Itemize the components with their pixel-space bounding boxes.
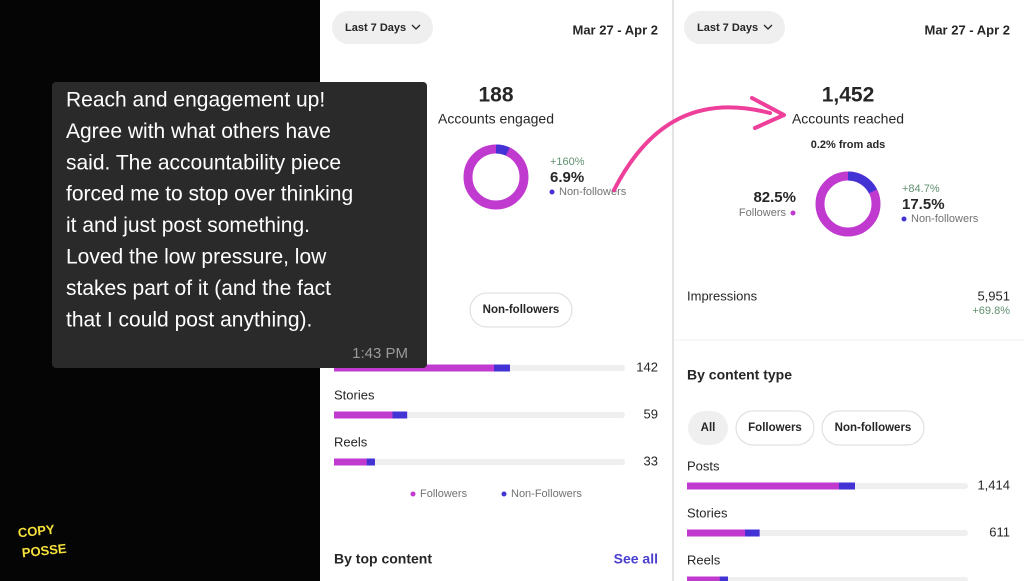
range-button[interactable]: [684, 11, 785, 44]
chat-line: Agree with what others have: [66, 120, 331, 143]
metric: Accounts reached: [792, 111, 904, 127]
chat-line: said. The accountability piece: [66, 151, 341, 174]
row-value: 59: [644, 406, 658, 421]
chat-time: 1:43 PM: [352, 345, 408, 362]
metric: Accounts engaged: [438, 111, 554, 127]
chat-line: Loved the low pressure, low: [66, 246, 327, 269]
share-name: Non-followers: [559, 186, 627, 198]
impressions-label: Impressions: [687, 288, 758, 303]
filter[interactable]: [735, 410, 815, 446]
chevron: [411, 24, 421, 30]
share-name: Followers: [739, 207, 787, 219]
bar-track: [687, 577, 968, 581]
share: 82.5%: [753, 189, 796, 206]
logo-line: POSSE: [21, 541, 67, 561]
section-title: By top content: [334, 551, 432, 567]
row-name: Stories: [334, 387, 375, 402]
ads: 0.2% from ads: [811, 139, 886, 151]
change: +160%: [550, 156, 585, 168]
date-range: Mar 27 - Apr 2: [573, 22, 659, 37]
dot: [501, 491, 507, 497]
filter-label: Non-followers: [483, 304, 560, 316]
row-value: 611: [989, 524, 1010, 539]
donut-non-followers: [815, 171, 881, 237]
filter-label: All: [701, 422, 716, 434]
row-name: Reels: [687, 552, 721, 567]
date-range: Mar 27 - Apr 2: [925, 22, 1011, 37]
bar-non-followers-tip: [366, 458, 375, 466]
bar-non-followers-tip: [494, 364, 510, 372]
chat-bubble: [52, 82, 427, 368]
filter-label: Non-followers: [835, 422, 912, 434]
bar: [687, 482, 855, 490]
arrow-head: [750, 96, 786, 130]
row-name: Posts: [687, 458, 720, 473]
chat-line: Reach and engagement up!: [66, 89, 325, 112]
bar: [687, 576, 728, 581]
donut-non-followers: [463, 144, 529, 210]
range-button[interactable]: [332, 11, 433, 44]
chevron: [763, 24, 773, 30]
bar: [334, 411, 408, 419]
change: +84.7%: [902, 183, 940, 195]
total: 1,452: [822, 84, 875, 107]
chat-line: forced me to stop over thinking: [66, 183, 353, 206]
total: 188: [478, 84, 513, 107]
chat-line: it and just post something.: [66, 214, 310, 237]
bar: [334, 458, 375, 466]
legend: Followers: [420, 488, 468, 500]
chat-line: stakes part of it (and the fact: [66, 277, 331, 300]
row-name: Reels: [334, 434, 368, 449]
dot: [790, 210, 796, 216]
bar-non-followers-tip: [392, 411, 408, 419]
section-title: By content type: [687, 367, 792, 383]
dot: [901, 216, 907, 222]
impressions-value: 5,951: [977, 288, 1010, 303]
bar-non-followers-tip: [839, 482, 855, 490]
bar-non-followers-tip: [719, 576, 728, 581]
arrow: [612, 105, 772, 192]
filter[interactable]: [469, 292, 573, 328]
filter-label: Followers: [748, 422, 802, 434]
bar: [687, 529, 760, 537]
share: 17.5%: [902, 196, 945, 213]
share-name: Non-followers: [911, 213, 979, 225]
logo-line: COPY: [17, 522, 56, 541]
row-value: 1,414: [977, 477, 1010, 492]
share: 6.9%: [550, 169, 584, 186]
filter[interactable]: [821, 410, 925, 446]
legend: Non-Followers: [511, 488, 582, 500]
bar-non-followers-tip: [745, 529, 760, 537]
range-label: Last 7 Days: [697, 22, 758, 34]
bar-track: [334, 459, 625, 465]
dot: [549, 189, 555, 195]
row-value: 142: [636, 359, 658, 374]
row-value: 33: [644, 453, 658, 468]
chat-line: that I could post anything).: [66, 308, 312, 331]
impressions-change: +69.8%: [972, 305, 1010, 317]
row-name: Stories: [687, 505, 728, 520]
range-label: Last 7 Days: [345, 22, 406, 34]
filter[interactable]: [688, 411, 728, 445]
dot: [410, 491, 416, 497]
see-all[interactable]: See all: [614, 551, 658, 567]
